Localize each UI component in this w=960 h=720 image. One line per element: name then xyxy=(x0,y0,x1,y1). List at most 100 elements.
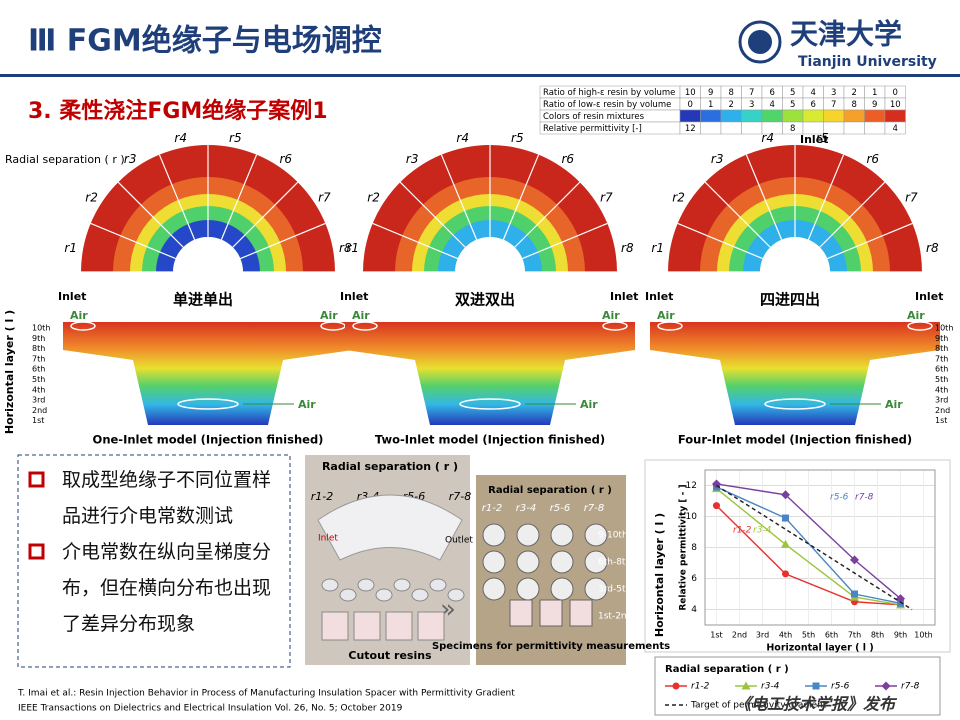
specimen xyxy=(550,577,574,601)
plot-frame xyxy=(704,469,936,626)
table-cell xyxy=(884,121,906,135)
table-cell-text: 1 xyxy=(708,100,713,110)
spoke xyxy=(90,222,176,260)
spoke xyxy=(399,181,466,248)
layer-tick: 2nd xyxy=(935,406,950,415)
y-tick-label: 4 xyxy=(691,605,697,615)
spoke xyxy=(827,222,913,260)
air-label: Air xyxy=(352,309,370,322)
cutout-piece xyxy=(375,588,393,602)
legend-label: r1-2 xyxy=(691,682,710,692)
photo-label: r3-4 xyxy=(516,503,536,514)
model-caption: Four-Inlet model (Injection finished) xyxy=(678,433,912,447)
cutout-piece xyxy=(429,578,447,592)
radial-tick: r2 xyxy=(367,191,380,205)
table-cell xyxy=(700,109,722,123)
radial-tick: r5 xyxy=(816,131,829,145)
specimen xyxy=(509,599,533,627)
y-tick-label: 6 xyxy=(691,574,697,584)
specimen xyxy=(516,523,540,547)
cutout-piece xyxy=(353,611,381,641)
table-cell-text: 9 xyxy=(872,100,877,110)
layer-tick: 4th xyxy=(935,385,948,394)
specimen xyxy=(482,550,506,574)
radial-tick: r3 xyxy=(124,152,137,166)
spoke xyxy=(745,154,783,240)
air-label: Air xyxy=(885,398,903,411)
photo-inlet: Inlet xyxy=(318,534,338,544)
data-point xyxy=(781,539,790,548)
bullet-icon xyxy=(28,471,45,488)
spoke xyxy=(819,181,886,248)
table-cell xyxy=(741,109,763,123)
legend-label: r3-4 xyxy=(761,682,780,692)
radial-tick: r7 xyxy=(600,191,613,205)
x-tick-label: 10th xyxy=(914,631,932,640)
photo-label: r5-6 xyxy=(550,503,570,514)
chart-frame xyxy=(644,459,951,653)
layer-tick: 5th xyxy=(935,375,948,384)
layer-tick: 4th xyxy=(32,385,45,394)
table-cell xyxy=(679,109,701,123)
spoke xyxy=(372,222,458,260)
table-cell xyxy=(802,109,824,123)
radial-tick: r4 xyxy=(174,131,187,145)
x-tick-label: 9th xyxy=(894,631,907,640)
spacer-shape xyxy=(317,494,463,561)
specimen xyxy=(516,577,540,601)
data-point xyxy=(881,681,891,691)
radial-tick: r3 xyxy=(711,152,724,166)
table-cell-text: 3 xyxy=(749,100,754,110)
photo-title: Radial separation ( r ) xyxy=(488,485,612,496)
series-line xyxy=(716,505,901,606)
data-point xyxy=(741,681,751,690)
cutout-piece xyxy=(447,588,465,602)
layer-tick: 10th xyxy=(935,324,953,333)
series-label: r1-2 xyxy=(733,526,752,536)
air-label: Air xyxy=(907,309,925,322)
logo-cn: 天津大学 xyxy=(790,18,902,51)
legend-title: Radial separation ( r ) xyxy=(665,664,789,675)
table-cell-text: 7 xyxy=(831,100,836,110)
table-cell xyxy=(864,121,886,135)
spoke xyxy=(440,154,478,240)
bullet-2: 介电常数在纵向呈梯度分布，但在横向分布也出现了差异分布现象 xyxy=(62,541,272,635)
radial-tick: r8 xyxy=(621,241,634,255)
table-cell-text: 4 xyxy=(893,124,898,134)
table-row-label: Ratio of low-ε resin by volume xyxy=(543,100,671,110)
air-label: Air xyxy=(580,398,598,411)
table-cell xyxy=(884,109,906,123)
table-cell-text: 4 xyxy=(811,88,816,98)
table-cell-text: 8 xyxy=(790,124,795,134)
layer-tick: 3rd xyxy=(935,396,948,405)
bullet-box xyxy=(17,454,291,668)
spoke xyxy=(240,222,326,260)
data-point xyxy=(672,682,680,690)
radial-tick: r7 xyxy=(318,191,331,205)
air-mark xyxy=(907,321,933,331)
air-mark xyxy=(177,398,239,410)
model-name: 单进单出 xyxy=(173,291,233,309)
table-cell xyxy=(700,121,722,135)
table-cell xyxy=(782,109,804,123)
reference: IEEE Transactions on Dielectrics and Ele… xyxy=(18,704,403,714)
y-tick-label: 12 xyxy=(686,481,697,491)
cutout-piece xyxy=(411,588,429,602)
table-cell xyxy=(761,109,783,123)
data-point xyxy=(782,570,789,578)
photo-label: r1-2 xyxy=(482,503,502,514)
x-tick-label: 8th xyxy=(871,631,884,640)
radial-tick: r2 xyxy=(672,191,685,205)
photo-label: r7-8 xyxy=(449,490,472,503)
inner-hole xyxy=(173,237,243,272)
table-cell-text: 2 xyxy=(852,88,857,98)
legend-label: Target of permittivity gradient xyxy=(690,701,827,711)
layer-section xyxy=(345,322,635,425)
x-tick-label: 1st xyxy=(710,631,722,640)
air-mark xyxy=(352,321,378,331)
logo-en: Tianjin University xyxy=(798,54,937,70)
radial-tick: r6 xyxy=(561,152,574,166)
radial-tick: r6 xyxy=(866,152,879,166)
specimen xyxy=(569,599,593,627)
radial-tick: r5 xyxy=(511,131,524,145)
